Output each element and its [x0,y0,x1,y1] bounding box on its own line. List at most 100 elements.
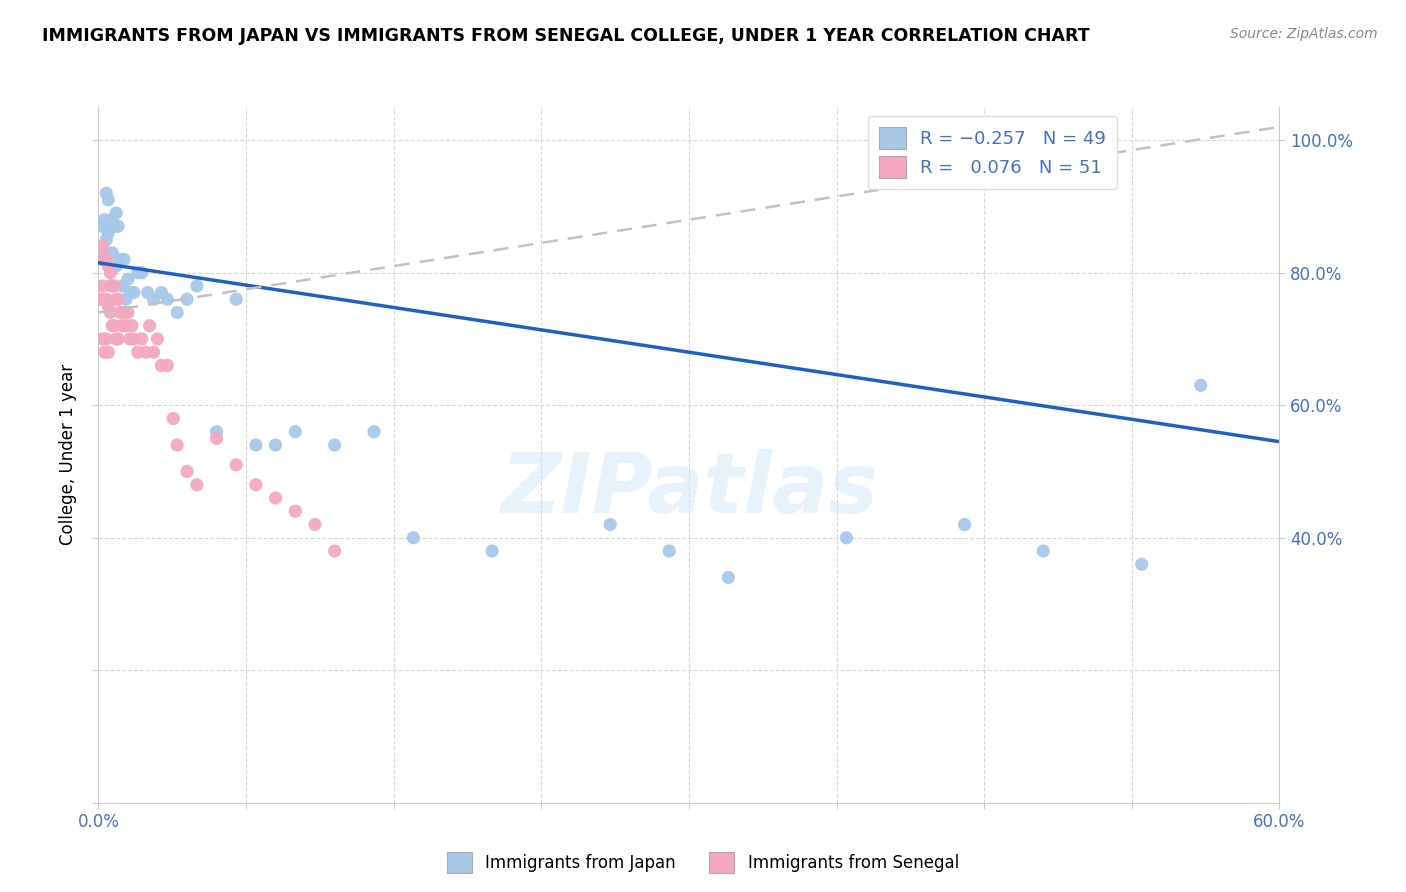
Point [91,239,114,253]
Point [101,212,124,227]
Legend: R = −0.257   N = 49, R =   0.076   N = 51: R = −0.257 N = 49, R = 0.076 N = 51 [868,116,1116,189]
Point [108,252,131,267]
Point [323,438,346,452]
Point [131,266,153,280]
Point [1189,378,1212,392]
Point [599,517,621,532]
Point [146,332,169,346]
Point [108,305,131,319]
Point [105,259,128,273]
Point [127,266,149,280]
Point [96,292,118,306]
Text: Source: ZipAtlas.com: Source: ZipAtlas.com [1230,27,1378,41]
Point [363,425,385,439]
Y-axis label: College, Under 1 year: College, Under 1 year [59,364,77,546]
Point [131,332,153,346]
Point [245,438,267,452]
Point [835,531,858,545]
Point [93,292,115,306]
Point [138,318,160,333]
Point [112,252,135,267]
Point [101,279,124,293]
Point [150,359,173,373]
Point [166,305,188,319]
Point [323,544,346,558]
Point [135,345,157,359]
Point [264,491,287,505]
Point [142,345,165,359]
Point [118,285,141,300]
Point [225,458,247,472]
Point [284,504,307,518]
Point [117,272,139,286]
Point [96,332,118,346]
Legend: Immigrants from Japan, Immigrants from Senegal: Immigrants from Japan, Immigrants from S… [440,846,966,880]
Point [205,431,228,445]
Point [105,292,128,306]
Point [97,299,120,313]
Point [96,252,118,267]
Point [121,318,143,333]
Point [91,332,114,346]
Point [225,292,247,306]
Point [166,438,188,452]
Point [107,332,129,346]
Point [176,465,198,479]
Point [186,279,208,293]
Point [245,477,267,491]
Point [91,279,114,293]
Point [284,425,307,439]
Point [122,332,145,346]
Point [101,245,124,260]
Point [98,305,121,319]
Point [93,245,115,260]
Point [98,266,121,280]
Point [122,285,145,300]
Point [93,345,115,359]
Point [96,186,118,201]
Point [97,259,120,273]
Point [118,332,141,346]
Point [107,292,129,306]
Point [481,544,503,558]
Point [156,359,179,373]
Point [96,233,118,247]
Point [111,279,134,293]
Point [111,318,134,333]
Point [205,425,228,439]
Point [112,305,135,319]
Point [103,318,125,333]
Point [304,517,326,532]
Point [101,318,124,333]
Point [89,292,111,306]
Point [402,531,425,545]
Point [142,292,165,306]
Point [162,411,184,425]
Text: ZIPatlas: ZIPatlas [501,450,877,530]
Point [105,332,128,346]
Point [117,305,139,319]
Point [115,292,138,306]
Point [156,292,179,306]
Point [89,252,111,267]
Point [91,219,114,234]
Text: IMMIGRANTS FROM JAPAN VS IMMIGRANTS FROM SENEGAL COLLEGE, UNDER 1 YEAR CORRELATI: IMMIGRANTS FROM JAPAN VS IMMIGRANTS FROM… [42,27,1090,45]
Point [186,477,208,491]
Point [98,219,121,234]
Point [717,570,740,584]
Point [97,345,120,359]
Point [107,219,129,234]
Point [93,252,115,267]
Point [176,292,198,306]
Point [105,206,128,220]
Point [1130,558,1153,572]
Point [103,219,125,234]
Point [93,212,115,227]
Point [98,279,121,293]
Point [264,438,287,452]
Point [103,279,125,293]
Point [97,193,120,207]
Point [136,285,159,300]
Point [127,345,149,359]
Point [658,544,681,558]
